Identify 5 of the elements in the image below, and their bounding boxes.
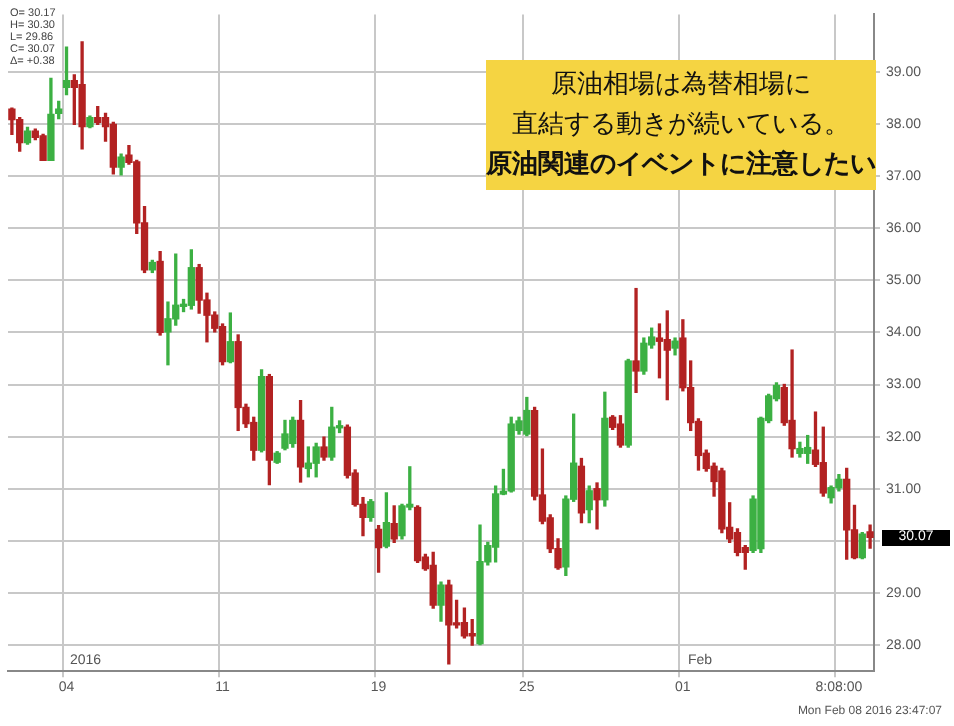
annotation: 原油関連のイベントに注意したい — [486, 147, 876, 184]
annotation: 原油相場は為替相場に — [549, 68, 813, 104]
annotation: 直結する動きが続いている。 — [510, 108, 852, 144]
candlestick — [632, 287, 640, 393]
candlestick — [593, 482, 601, 530]
